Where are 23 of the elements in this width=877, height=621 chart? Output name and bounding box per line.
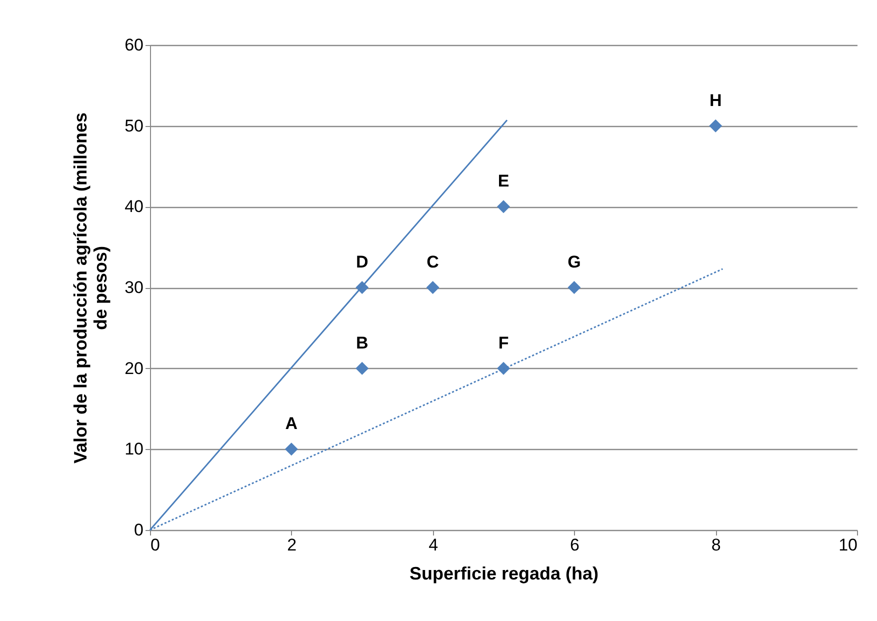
y-tick-label: 0 bbox=[134, 520, 144, 540]
y-tick-label: 50 bbox=[124, 116, 144, 136]
y-tick-label: 30 bbox=[124, 278, 144, 297]
y-tick-label: 60 bbox=[124, 36, 144, 54]
x-tick-label: 10 bbox=[838, 536, 858, 554]
data-label: A bbox=[285, 414, 298, 434]
y-tick-label: 10 bbox=[124, 440, 144, 459]
data-label: C bbox=[426, 252, 439, 272]
x-tick-label: 4 bbox=[428, 536, 438, 554]
y-axis-title: Valor de la producción agrícola (millones de pesos) bbox=[70, 112, 111, 464]
x-tick-label: 6 bbox=[570, 536, 580, 554]
data-label: D bbox=[356, 252, 368, 272]
data-label: G bbox=[568, 252, 581, 272]
data-label: B bbox=[356, 333, 368, 352]
x-tick-label: 8 bbox=[711, 536, 721, 554]
data-label: E bbox=[498, 172, 510, 191]
data-label: F bbox=[498, 333, 509, 352]
x-tick-label: 0 bbox=[150, 536, 160, 554]
y-tick-label: 20 bbox=[124, 358, 144, 378]
x-axis-title: Superficie regada (ha) bbox=[409, 564, 599, 584]
y-tick-label: 40 bbox=[124, 197, 144, 216]
data-label: H bbox=[709, 90, 722, 110]
x-tick-label: 2 bbox=[287, 536, 297, 554]
